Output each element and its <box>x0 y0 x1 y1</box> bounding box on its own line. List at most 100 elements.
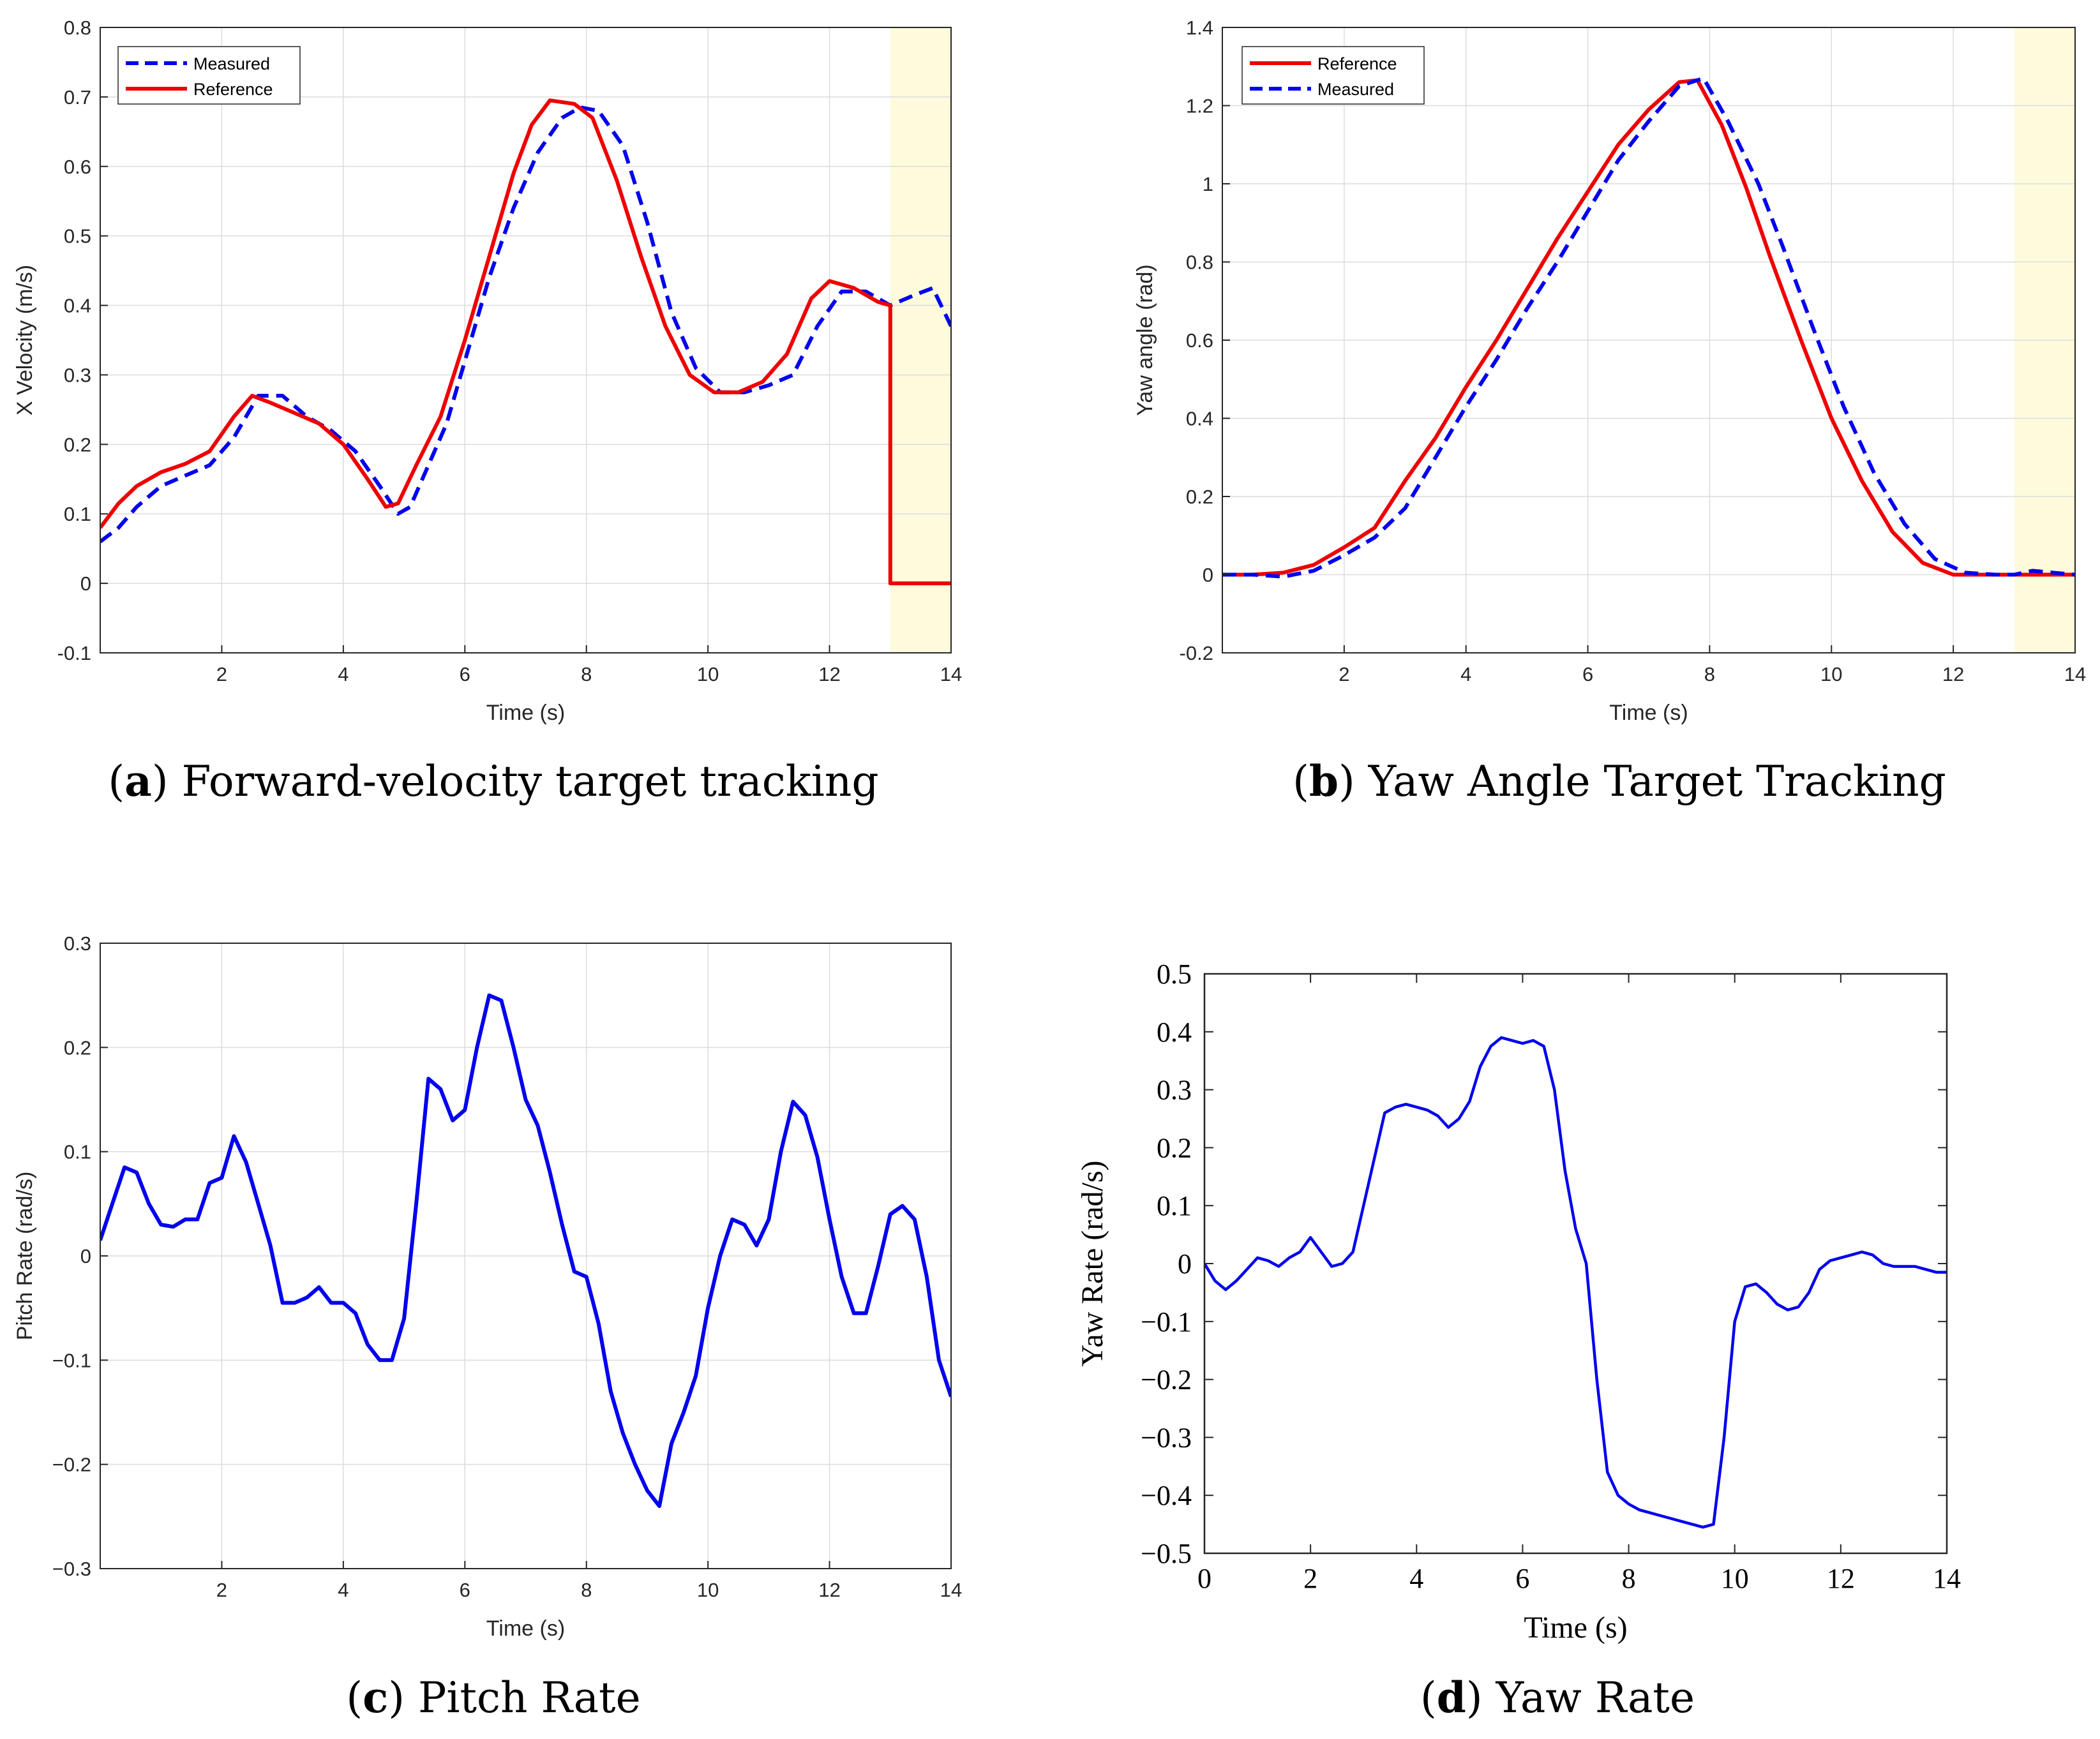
y-tick-label: 0.1 <box>64 1141 91 1163</box>
y-tick-label: −0.3 <box>1141 1422 1192 1453</box>
x-tick-label: 4 <box>338 663 349 685</box>
y-tick-label: 0 <box>80 572 91 595</box>
y-tick-label: −0.5 <box>1141 1538 1192 1569</box>
legend: Measured Reference <box>117 46 301 105</box>
panel-yaw-rate: 0 2 4 6 8 10 12 14 −0.5 −0.4 −0.3 −0.2 −0.1 0 0.1 0.2 0.… <box>1076 959 1961 1722</box>
y-tick-label: 0.7 <box>64 86 91 108</box>
y-tick-label: −0.2 <box>52 1454 91 1476</box>
panel-caption: (b) Yaw Angle Target Tracking <box>1293 756 1946 806</box>
series-line-reference <box>1222 78 2075 577</box>
y-tick-label: 0.2 <box>1157 1132 1192 1163</box>
y-axis-label: Pitch Rate (rad/s) <box>13 1172 37 1341</box>
y-axis-label: Yaw angle (rad) <box>1133 264 1157 416</box>
x-tick-label: 4 <box>1409 1563 1423 1594</box>
x-tick-label: 6 <box>460 1579 470 1601</box>
axes-frame <box>100 27 952 653</box>
y-tick-label: 0.4 <box>64 295 91 317</box>
y-tick-label: 0.3 <box>1157 1075 1192 1106</box>
x-axis-label: Time (s) <box>486 701 565 725</box>
caption-letter: b <box>1309 756 1339 806</box>
series-line-yaw-rate <box>1204 1036 1947 1529</box>
plot-area <box>100 27 951 653</box>
panel-caption: (c) Pitch Rate <box>346 1673 640 1722</box>
x-tick-label: 10 <box>697 1579 719 1601</box>
x-axis-label: Time (s) <box>1524 1611 1627 1645</box>
highlight-region <box>890 27 951 653</box>
y-tick-label: 1.2 <box>1186 95 1213 117</box>
y-tick-label: −0.1 <box>52 1349 91 1371</box>
y-tick-label: 0 <box>1178 1248 1192 1280</box>
legend-label: Reference <box>1317 54 1397 73</box>
y-axis-label: Yaw Rate (rad/s) <box>1076 1160 1109 1366</box>
x-tick-label: 10 <box>1820 663 1842 685</box>
x-tick-label: 10 <box>1721 1563 1749 1594</box>
x-tick-label: 6 <box>1515 1563 1529 1594</box>
x-tick-label: 8 <box>1622 1563 1636 1594</box>
y-tick-label: 0.1 <box>1157 1190 1192 1221</box>
x-tick-label: 14 <box>940 1579 962 1601</box>
x-tick-label: 2 <box>1339 663 1349 685</box>
series-line-pitch-rate <box>100 993 951 1508</box>
y-tick-label: 1 <box>1203 173 1213 195</box>
legend: Reference Measured <box>1241 46 1425 105</box>
caption-open-paren: ( <box>1420 1673 1437 1722</box>
y-tick-label: 0 <box>1203 564 1213 586</box>
caption-open-paren: ( <box>1293 757 1309 806</box>
caption-open-paren: ( <box>346 1673 363 1722</box>
caption-open-paren: ( <box>108 757 124 806</box>
x-tick-label: 12 <box>818 663 840 685</box>
x-tick-label: 10 <box>697 663 719 685</box>
y-tick-label: 0.3 <box>64 364 91 386</box>
x-tick-label: 0 <box>1197 1563 1211 1594</box>
series-line-measured <box>1222 76 2075 579</box>
x-tick-label: 4 <box>338 1579 349 1601</box>
panel-yaw-angle: 2 4 6 8 10 12 14 -0.2 0 0.2 0.4 0.6 0.8 1 1.2 1.4 Time (… <box>1133 17 2086 806</box>
legend-box <box>117 46 301 105</box>
x-tick-label: 6 <box>1582 663 1593 685</box>
y-tick-label: 0.2 <box>64 433 91 456</box>
legend-label: Measured <box>193 54 270 73</box>
y-tick-label: 0.6 <box>1186 329 1213 352</box>
y-tick-label: −0.1 <box>1141 1306 1192 1338</box>
x-axis-label: Time (s) <box>1609 701 1688 725</box>
series-line-measured <box>100 105 951 544</box>
y-tick-label: −0.2 <box>1141 1364 1192 1396</box>
x-tick-label: 12 <box>1942 663 1964 685</box>
y-tick-label: −0.3 <box>52 1558 91 1580</box>
x-tick-label: 12 <box>818 1579 840 1601</box>
x-tick-label: 8 <box>581 1579 592 1601</box>
y-axis-label: X Velocity (m/s) <box>13 265 37 415</box>
caption-text: ) Forward-velocity target tracking <box>152 757 879 806</box>
plot-area <box>1204 974 1947 1553</box>
x-tick-label: 4 <box>1460 663 1471 685</box>
x-tick-label: 2 <box>1303 1563 1317 1594</box>
x-tick-label: 6 <box>460 663 470 685</box>
y-tick-label: 0.6 <box>64 156 91 178</box>
x-axis-label: Time (s) <box>486 1616 565 1641</box>
y-tick-label: 0.5 <box>1157 959 1192 990</box>
y-tick-label: 0.8 <box>64 17 91 39</box>
x-tick-label: 14 <box>940 663 962 685</box>
legend-label: Measured <box>1317 80 1394 99</box>
panel-caption: (d) Yaw Rate <box>1420 1673 1695 1722</box>
x-tick-label: 8 <box>581 663 592 685</box>
y-tick-label: 0 <box>80 1245 91 1267</box>
caption-letter: d <box>1437 1673 1466 1722</box>
y-tick-label: 0.4 <box>1157 1017 1192 1048</box>
caption-text: ) Pitch Rate <box>388 1673 640 1722</box>
x-tick-label: 12 <box>1827 1563 1855 1594</box>
x-tick-label: 14 <box>2064 663 2086 685</box>
panel-pitch-rate: 2 4 6 8 10 12 14 −0.3 −0.2 −0.1 0 0.1 0.2 0.3 Time (s)… <box>13 932 962 1722</box>
legend-label: Reference <box>193 80 273 99</box>
x-tick-label: 2 <box>216 1579 227 1601</box>
y-tick-label: -0.2 <box>1180 642 1213 664</box>
y-tick-label: 0.8 <box>1186 251 1213 274</box>
y-tick-label: 0.1 <box>64 503 91 525</box>
panel-forward-velocity: 2 4 6 8 10 12 14 -0.1 0 0.1 0.2 0.3 0.4 0.5 0.6 0.7 0.8 T… <box>13 17 962 806</box>
caption-text: ) Yaw Rate <box>1466 1673 1695 1722</box>
y-tick-label: 0.2 <box>1186 486 1213 508</box>
y-tick-label: 0.3 <box>64 932 91 955</box>
y-tick-label: 0.4 <box>1186 408 1213 430</box>
caption-letter: c <box>363 1673 388 1722</box>
y-tick-label: 1.4 <box>1186 17 1213 39</box>
